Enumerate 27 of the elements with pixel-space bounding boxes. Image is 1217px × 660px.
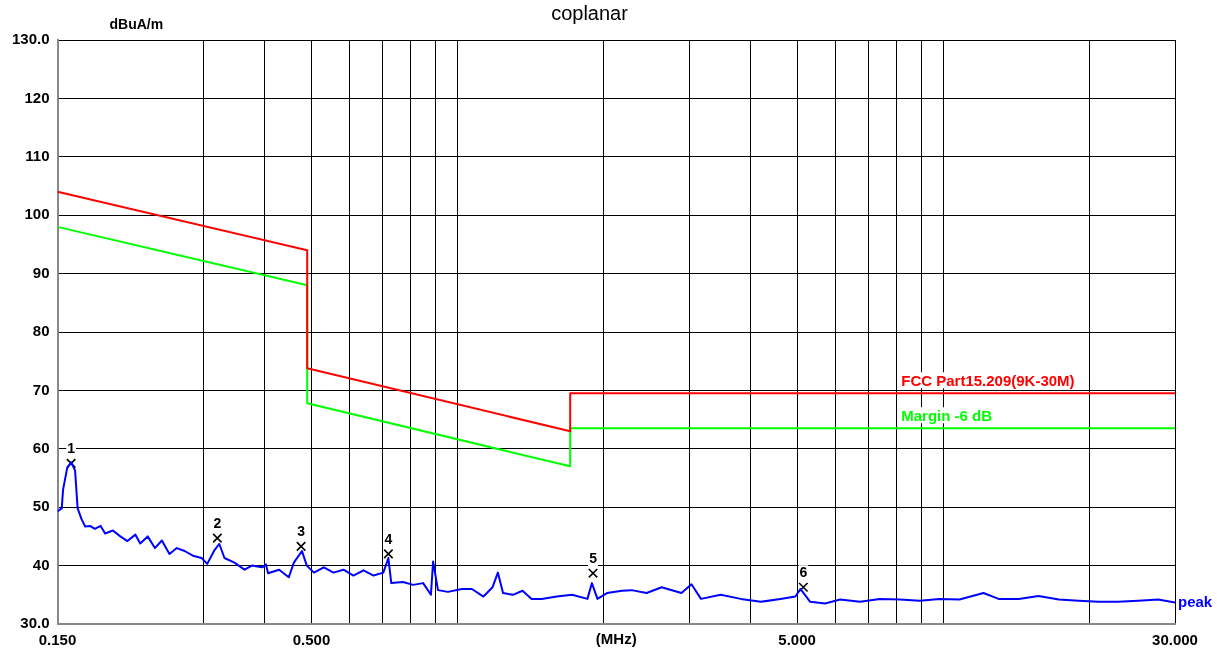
annotation: 4	[384, 530, 393, 547]
annotation: 5	[589, 550, 598, 567]
annotation: 3	[297, 523, 306, 540]
y-axis-title: dBuA/m	[109, 15, 164, 32]
y-tick-label: 120	[24, 88, 50, 106]
y-tick-label: 40	[32, 555, 50, 573]
y-tick-label: 130.0	[11, 30, 50, 48]
y-tick-label: 60	[32, 438, 50, 456]
y-tick-label: 90	[32, 263, 50, 281]
y-tick-label: 100	[24, 205, 50, 223]
x-tick-label: 5.000	[778, 631, 816, 649]
y-tick-label: 50	[32, 497, 50, 515]
annotation: 1	[67, 440, 76, 457]
chart-title: coplanar	[551, 1, 629, 24]
y-tick-label: 30.0	[20, 614, 50, 632]
annotation: 2	[213, 515, 222, 532]
x-tick-label: 30.000	[1152, 631, 1198, 649]
x-axis-title: (MHz)	[595, 629, 637, 647]
x-tick-label: 0.150	[38, 631, 77, 649]
y-tick-label: 70	[32, 380, 50, 398]
annotation: 6	[799, 564, 808, 581]
x-tick-label: 0.500	[292, 631, 331, 649]
series-label: peak	[1178, 592, 1213, 610]
series-label: Margin -6 dB	[901, 407, 993, 424]
y-tick-label: 80	[32, 322, 50, 340]
y-tick-label: 110	[25, 146, 50, 164]
series-label: FCC Part15.209(9K-30M)	[901, 371, 1075, 389]
